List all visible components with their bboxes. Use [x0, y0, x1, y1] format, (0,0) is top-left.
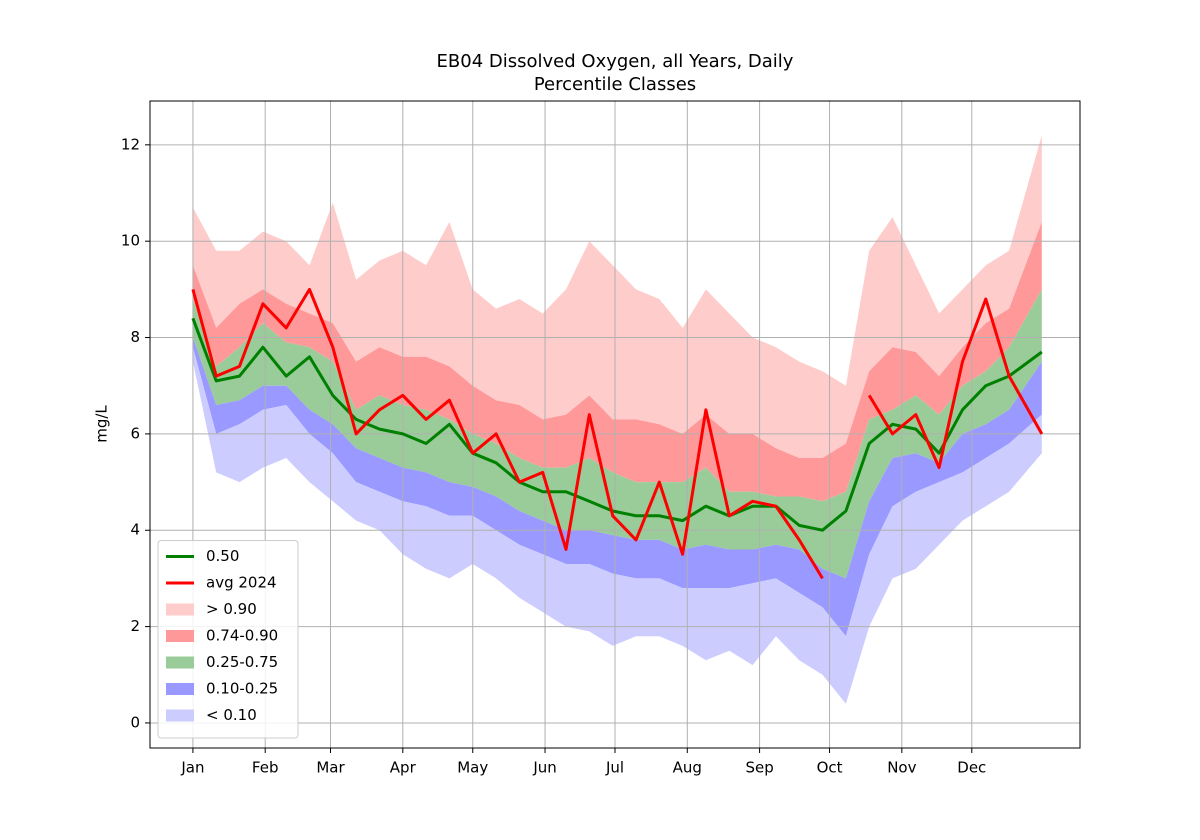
- legend-label: 0.74-0.90: [206, 627, 278, 645]
- x-tick-label: Jan: [180, 759, 204, 777]
- legend-swatch: [166, 630, 194, 642]
- y-tick-label: 6: [130, 424, 140, 442]
- legend-label: 0.25-0.75: [206, 653, 278, 671]
- x-tick-label: Apr: [390, 759, 417, 777]
- x-tick-label: Nov: [887, 759, 916, 777]
- x-tick-label: Oct: [817, 759, 843, 777]
- x-tick-label: Aug: [673, 759, 702, 777]
- chart-subtitle: Percentile Classes: [534, 74, 696, 95]
- chart-title: EB04 Dissolved Oxygen, all Years, Daily: [437, 51, 794, 72]
- legend-label: 0.50: [206, 547, 239, 565]
- percentile-band: [192, 221, 1042, 502]
- data-line: [191, 287, 1044, 580]
- legend-swatch: [166, 709, 194, 722]
- legend-label: < 0.10: [206, 706, 257, 724]
- legend-swatch: [166, 603, 194, 616]
- y-tick-label: 8: [130, 328, 140, 346]
- y-tick-label: 10: [121, 232, 140, 250]
- x-tick-label: Dec: [957, 759, 986, 777]
- x-tick-label: May: [457, 759, 488, 777]
- legend: 0.50 avg 2024 > 0.90 0.74-0.90 0.25-0.75 0.10…: [157, 540, 299, 739]
- legend-swatch: [166, 683, 194, 695]
- legend-label: 0.10-0.25: [206, 680, 278, 698]
- legend-label: avg 2024: [206, 574, 277, 592]
- y-tick-label: 2: [130, 617, 140, 635]
- x-tick-label: Feb: [252, 759, 279, 777]
- x-tick-label: Sep: [745, 759, 773, 777]
- legend-swatch: [166, 656, 194, 669]
- x-tick-label: Mar: [316, 759, 345, 777]
- y-tick-label: 4: [130, 521, 140, 539]
- percentile-band: [192, 347, 1042, 704]
- y-axis-label: mg/L: [93, 405, 111, 443]
- y-tick-label: 12: [121, 135, 140, 153]
- y-tick-label: 0: [130, 713, 140, 731]
- x-tick-label: Jul: [605, 759, 624, 777]
- legend-label: > 0.90: [206, 600, 257, 618]
- x-tick-label: Jun: [532, 759, 556, 777]
